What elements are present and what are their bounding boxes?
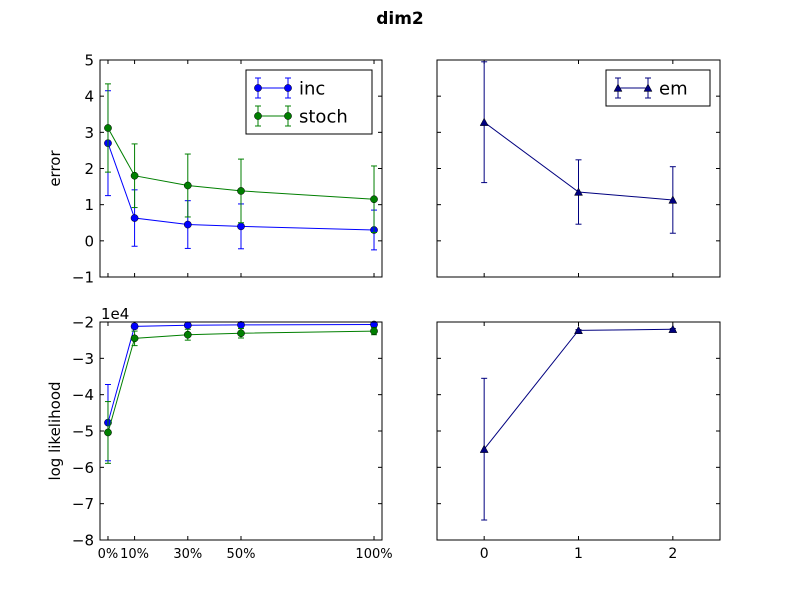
legend: em <box>605 69 711 107</box>
series-inc <box>104 320 378 462</box>
y-tick-label: −4 <box>72 386 94 404</box>
data-point <box>479 117 489 126</box>
legend-marker <box>613 83 623 92</box>
y-tick-label: −5 <box>72 423 94 441</box>
legend: inc stoch <box>245 69 373 135</box>
data-point <box>668 195 678 204</box>
data-point <box>183 321 192 330</box>
x-tick-label: 30% <box>173 547 202 562</box>
legend-label: em <box>659 79 688 100</box>
axes-frame <box>436 321 721 541</box>
series-line <box>107 324 375 423</box>
legend-marker <box>254 84 262 92</box>
series-em <box>479 324 678 521</box>
legend-entry: inc <box>254 77 325 100</box>
data-point <box>104 428 112 437</box>
x-tick-label: 100% <box>355 547 392 562</box>
y-tick-label: 0 <box>84 232 94 250</box>
series-stoch <box>104 83 378 234</box>
legend-entry: em <box>613 77 688 100</box>
x-tick-label: 0% <box>98 547 119 562</box>
series-stoch <box>104 326 378 464</box>
data-point <box>130 214 139 222</box>
y-tick-label: −6 <box>72 459 94 477</box>
data-point <box>370 195 378 204</box>
x-tick-label: 0 <box>480 546 489 562</box>
y-tick-label: −2 <box>72 314 94 332</box>
x-tick-label: 50% <box>227 547 256 562</box>
data-point <box>130 171 139 180</box>
subplot-tl: −1 0 1 2 3 4 5 error inc stoch <box>46 52 383 287</box>
x-tick-label: 1 <box>574 546 583 562</box>
data-point <box>130 322 139 331</box>
series-line <box>107 330 375 433</box>
legend-marker <box>643 83 653 92</box>
axes-frame <box>99 321 383 541</box>
y-offset-label: 1e4 <box>101 305 129 323</box>
legend-label: stoch <box>299 107 348 128</box>
y-tick-label: −1 <box>72 269 94 287</box>
subplot-tr: em <box>436 59 721 278</box>
y-tick-label: 1 <box>84 196 94 214</box>
legend-box <box>245 69 373 135</box>
figure-title: dim2 <box>376 9 424 29</box>
data-point <box>574 325 583 335</box>
tick-marks <box>100 321 382 541</box>
y-axis-label: log likelihood <box>46 381 64 480</box>
data-point <box>574 187 583 196</box>
data-point <box>104 124 112 132</box>
y-tick-label: −3 <box>72 350 94 368</box>
data-point <box>479 444 489 453</box>
y-tick-label: 2 <box>84 160 94 178</box>
legend-entry: stoch <box>254 105 348 128</box>
data-point <box>183 220 192 229</box>
series-line <box>483 328 673 450</box>
legend-marker <box>254 112 262 120</box>
data-point <box>237 187 245 195</box>
y-axis-label: error <box>46 150 64 187</box>
legend-marker <box>284 84 292 92</box>
legend-marker <box>284 112 292 120</box>
data-point <box>183 330 192 339</box>
x-tick-label: 2 <box>668 546 677 562</box>
data-point <box>237 329 245 338</box>
data-point <box>183 181 192 190</box>
axes-frame <box>99 59 383 278</box>
data-point <box>370 327 378 335</box>
series-em <box>479 61 678 234</box>
tick-marks <box>437 321 720 541</box>
y-tick-label: −8 <box>72 532 94 550</box>
y-tick-label: −7 <box>72 495 94 513</box>
data-point <box>130 334 139 343</box>
y-tick-label: 4 <box>84 88 94 106</box>
subplot-bl: −8 −7 −6 −5 −4 −3 −2 0% 10% 30% 50% 100% log likelih… <box>46 305 393 562</box>
legend-label: inc <box>299 79 325 100</box>
x-tick-label: 10% <box>120 547 149 562</box>
data-point <box>668 324 678 333</box>
data-point <box>237 222 245 231</box>
y-tick-label: 3 <box>84 124 94 142</box>
axes-frame <box>436 59 721 278</box>
y-tick-label: 5 <box>84 52 94 70</box>
subplot-br: 0 1 2 <box>436 321 721 562</box>
